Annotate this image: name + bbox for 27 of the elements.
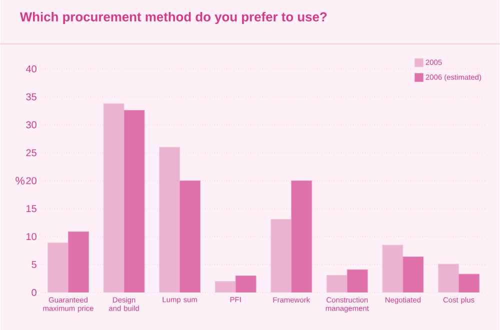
bar bbox=[346, 269, 368, 292]
bar bbox=[68, 231, 89, 292]
bar bbox=[438, 264, 459, 292]
chart-title: Which procurement method do you prefer to use? bbox=[20, 12, 327, 24]
bar bbox=[180, 180, 201, 292]
y-tick-label: 10 bbox=[26, 232, 36, 240]
y-tick-label: 40 bbox=[26, 65, 36, 72]
y-tick-label: 15 bbox=[26, 204, 36, 212]
bar bbox=[235, 275, 256, 292]
y-tick-label: 30 bbox=[26, 121, 36, 128]
bar bbox=[103, 103, 124, 292]
bar bbox=[159, 146, 180, 292]
bar bbox=[326, 274, 348, 292]
bar bbox=[458, 274, 480, 292]
bar bbox=[215, 281, 236, 292]
bar bbox=[291, 180, 312, 292]
bar bbox=[270, 218, 292, 292]
y-tick-label: 35 bbox=[26, 93, 36, 100]
y-axis-title: % bbox=[16, 176, 25, 184]
bar bbox=[124, 110, 145, 292]
y-tick-label: 5 bbox=[32, 260, 36, 268]
bar bbox=[48, 242, 68, 292]
y-tick-label: 20 bbox=[26, 176, 36, 184]
y-tick-label: 25 bbox=[26, 149, 36, 156]
y-tick-label: 0 bbox=[32, 288, 36, 296]
bar bbox=[402, 256, 424, 292]
bar bbox=[382, 244, 404, 292]
